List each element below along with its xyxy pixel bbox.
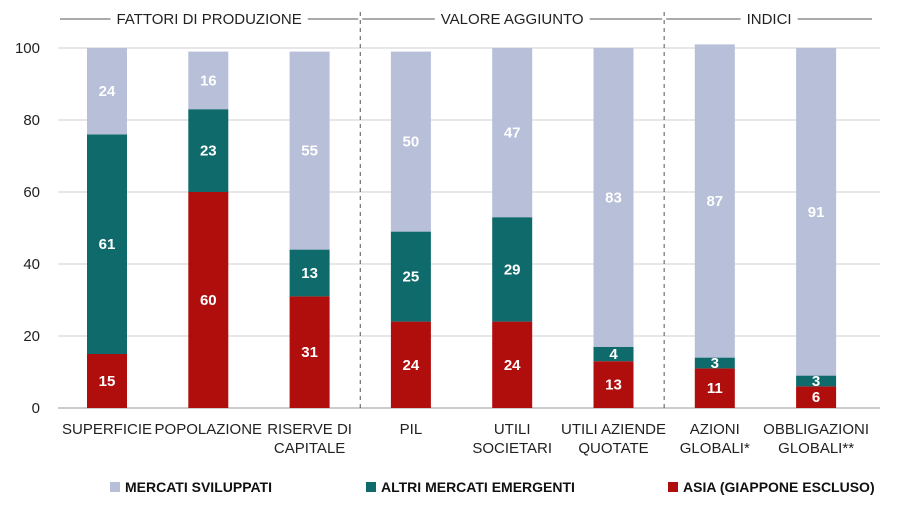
data-label: 16	[200, 72, 217, 89]
data-label: 87	[706, 193, 723, 210]
bar-segment	[87, 354, 127, 408]
data-label: 24	[99, 83, 116, 100]
bar-segment	[390, 321, 431, 408]
group-header: INDICI	[747, 11, 792, 28]
data-label: 23	[200, 143, 217, 160]
data-label: 3	[711, 355, 719, 372]
data-label: 13	[301, 265, 318, 282]
bar-segment	[390, 51, 431, 232]
category-label: POPOLAZIONE	[155, 421, 263, 438]
bar-segment	[188, 51, 229, 110]
bar-segment	[87, 134, 127, 354]
y-tick-label: 0	[32, 400, 40, 417]
category-label: SUPERFICIE	[62, 421, 152, 438]
bar-segment	[390, 231, 431, 322]
category-label: UTILI AZIENDE	[561, 421, 666, 438]
group-header: FATTORI DI PRODUZIONE	[116, 11, 301, 28]
data-label: 29	[504, 261, 521, 278]
data-label: 24	[504, 357, 521, 374]
bar-segment	[289, 296, 330, 408]
data-label: 50	[403, 134, 420, 151]
y-tick-label: 20	[23, 328, 40, 345]
category-label: OBBLIGAZIONI	[763, 421, 869, 438]
y-axis-ticks: 0 20 40 60 80 100	[15, 40, 40, 417]
data-label: 3	[812, 373, 820, 390]
y-tick-label: 100	[15, 40, 40, 57]
category-label: GLOBALI*	[680, 440, 750, 457]
data-label: 83	[605, 189, 622, 206]
bar-segment	[87, 48, 127, 135]
bar-segment	[796, 48, 837, 376]
legend: MERCATI SVILUPPATI ALTRI MERCATI EMERGENT…	[110, 479, 875, 495]
gridlines	[58, 47, 880, 409]
data-label: 15	[99, 373, 116, 390]
data-label: 4	[609, 346, 618, 363]
data-label: 11	[707, 380, 723, 397]
bar-segment	[492, 48, 533, 218]
category-label: QUOTATE	[578, 440, 648, 457]
legend-label: MERCATI SVILUPPATI	[125, 479, 272, 495]
bar-segment	[694, 357, 735, 369]
bar-segment	[188, 109, 229, 192]
data-label: 47	[504, 125, 521, 142]
legend-swatch	[110, 482, 120, 492]
data-label: 31	[301, 344, 318, 361]
y-tick-label: 40	[23, 256, 40, 273]
legend-swatch	[366, 482, 376, 492]
bar-segment	[694, 368, 735, 408]
category-label: RISERVE DI	[267, 421, 352, 438]
legend-swatch	[668, 482, 678, 492]
bar-segment	[593, 48, 634, 347]
data-label: 60	[200, 292, 217, 309]
bar-segment	[289, 51, 330, 250]
bar-segment	[796, 386, 837, 408]
legend-label: ALTRI MERCATI EMERGENTI	[381, 479, 575, 495]
category-label: CAPITALE	[274, 440, 345, 457]
data-label: 91	[808, 204, 825, 221]
y-tick-label: 80	[23, 112, 40, 129]
category-label: SOCIETARI	[472, 440, 552, 457]
bars: 15 61 24 60 23 16 31 13 55 24 25 50 24 29 47 13 4 83 11 3 87…	[87, 44, 837, 408]
bar-segment	[188, 192, 229, 408]
data-label: 6	[812, 389, 820, 406]
category-label: GLOBALI**	[778, 440, 854, 457]
bar-segment	[289, 249, 330, 297]
category-label: PIL	[400, 421, 423, 438]
data-label: 61	[99, 236, 116, 253]
legend-label: ASIA (GIAPPONE ESCLUSO)	[683, 479, 875, 495]
x-axis-categories: SUPERFICIE POPOLAZIONE RISERVE DI CAPITALE P…	[62, 421, 869, 457]
bar-segment	[796, 375, 837, 387]
bar-segment	[492, 217, 533, 322]
bar-segment	[492, 321, 533, 408]
data-label: 13	[605, 377, 622, 394]
data-label: 25	[403, 269, 420, 286]
bar-segment	[593, 361, 634, 408]
category-label: AZIONI	[690, 421, 740, 438]
y-tick-label: 60	[23, 184, 40, 201]
category-groups: FATTORI DI PRODUZIONE VALORE AGGIUNTO INDI…	[60, 11, 872, 408]
data-label: 55	[301, 143, 318, 160]
bar-segment	[593, 346, 634, 362]
bar-segment	[694, 44, 735, 358]
group-header: VALORE AGGIUNTO	[441, 11, 584, 28]
category-label: UTILI	[494, 421, 531, 438]
data-label: 24	[403, 357, 420, 374]
